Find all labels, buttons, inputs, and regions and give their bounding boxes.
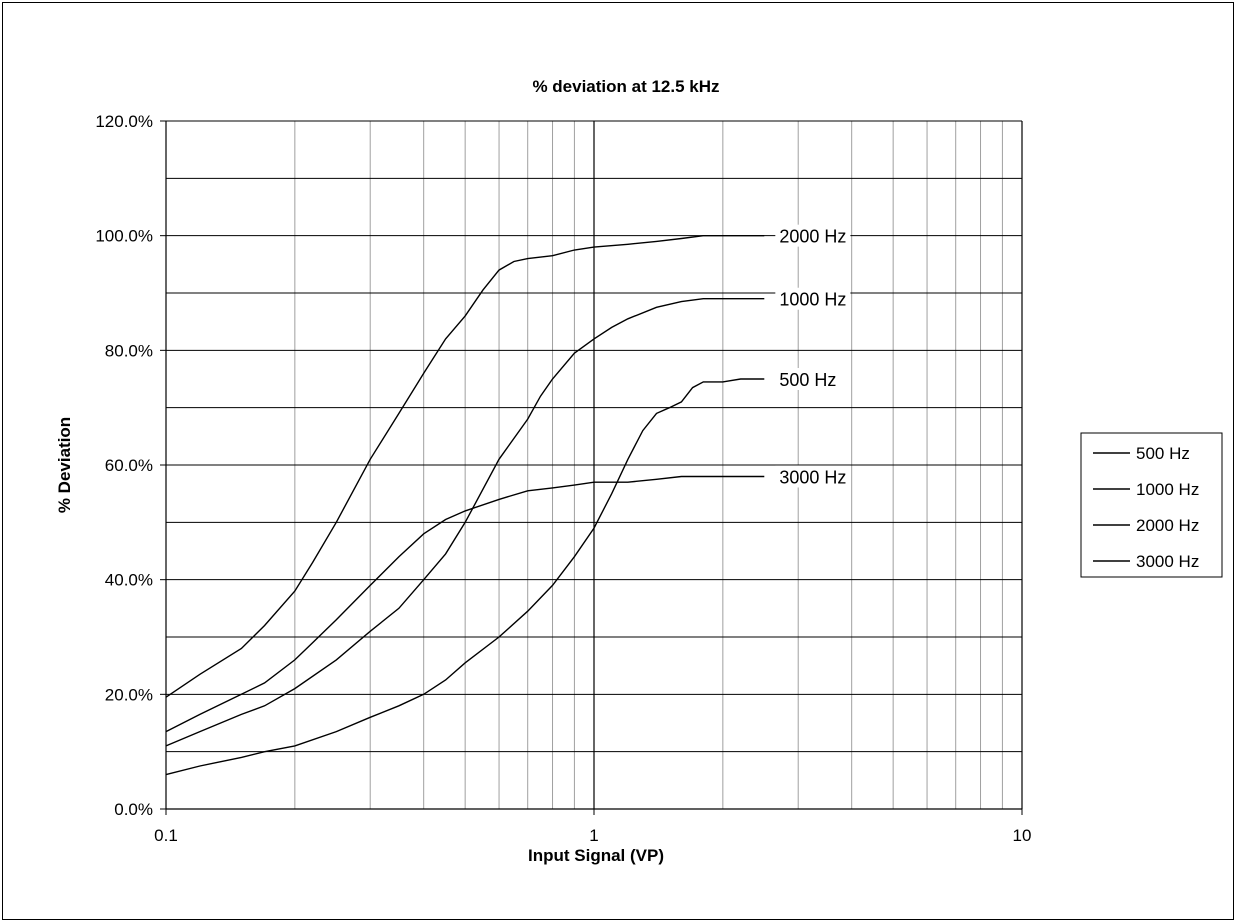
- legend-label: 500 Hz: [1136, 444, 1190, 463]
- x-tick-label: 0.1: [154, 826, 178, 845]
- legend-box: [1080, 432, 1223, 578]
- y-tick-label: 100.0%: [95, 227, 153, 246]
- series-line-2000-hz: [165, 234, 765, 698]
- y-tick-label: 0.0%: [114, 800, 153, 819]
- series-line-3000-hz: [165, 475, 765, 733]
- y-tick-label: 20.0%: [105, 685, 153, 704]
- x-tick-label: 1: [589, 826, 598, 845]
- curve-label-bg: [775, 224, 851, 247]
- y-axis-title: % Deviation: [55, 417, 74, 513]
- series-line-1000-hz: [165, 298, 765, 747]
- curve-label: 500 Hz: [779, 370, 836, 390]
- y-tick-label: 40.0%: [105, 571, 153, 590]
- legend-label: 1000 Hz: [1136, 480, 1199, 499]
- legend-label: 3000 Hz: [1136, 552, 1199, 571]
- curve-label-bg: [775, 465, 851, 488]
- x-tick-label: 10: [1013, 826, 1032, 845]
- x-axis-title: Input Signal (VP): [528, 846, 664, 865]
- y-tick-label: 80.0%: [105, 341, 153, 360]
- y-tick-label: 60.0%: [105, 456, 153, 475]
- curve-label: 2000 Hz: [779, 227, 846, 247]
- curve-label: 1000 Hz: [779, 290, 846, 310]
- series-layer: [165, 234, 765, 776]
- curve-label: 3000 Hz: [779, 467, 846, 487]
- legend-label: 2000 Hz: [1136, 516, 1199, 535]
- curve-label-bg: [775, 287, 851, 310]
- axes-layer: 0.0% 20.0% 40.0% 60.0% 80.0% 100.0% 120.0% 0.1 1…: [95, 112, 1031, 845]
- curve-labels-layer: 500 Hz 1000 Hz 2000 Hz 3000 Hz: [775, 224, 851, 488]
- series-line-500-hz: [165, 378, 765, 776]
- grid-layer: [166, 120, 1023, 809]
- chart-title: % deviation at 12.5 kHz: [532, 77, 719, 96]
- y-tick-label: 120.0%: [95, 112, 153, 131]
- legend: 500 Hz 1000 Hz 2000 Hz 3000 Hz: [1080, 432, 1223, 578]
- curve-label-bg: [775, 368, 841, 390]
